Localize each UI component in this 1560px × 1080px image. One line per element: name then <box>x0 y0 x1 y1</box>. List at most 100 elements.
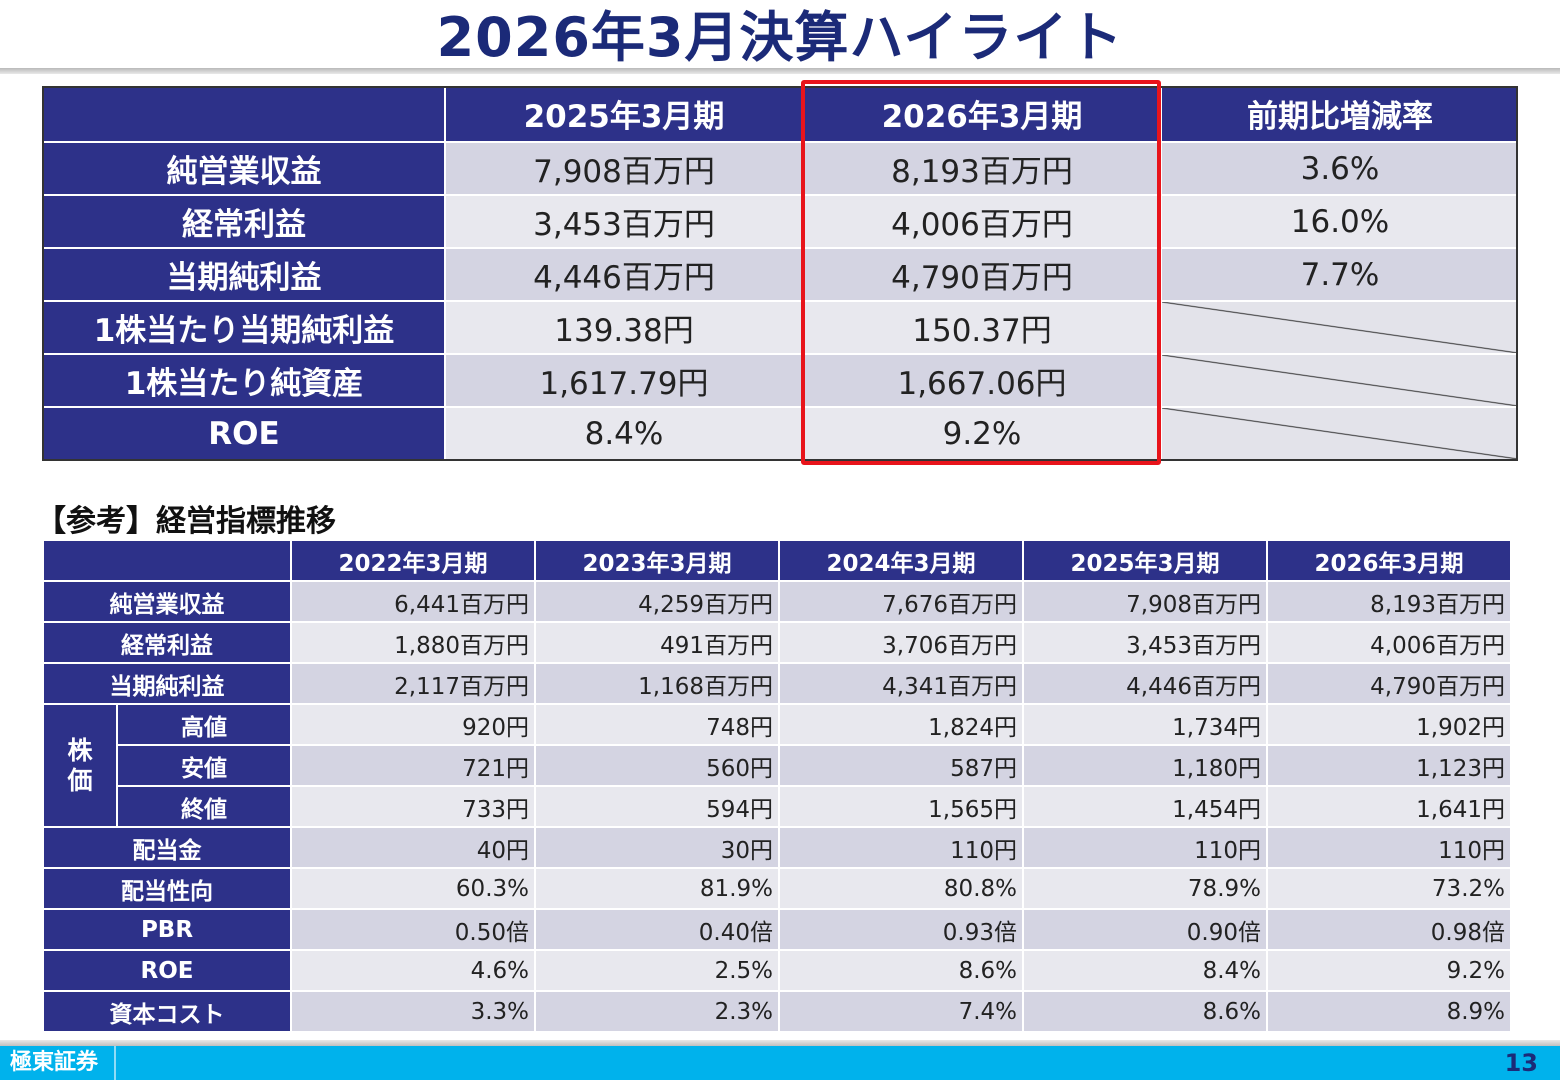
reference-cell: 920円 <box>290 703 536 746</box>
page-title: 2026年3月決算ハイライト <box>436 6 1124 69</box>
reference-header-blank <box>42 539 292 582</box>
reference-cell: 0.93倍 <box>778 908 1024 951</box>
reference-cell: 1,641円 <box>1266 785 1512 828</box>
highlight-row-label: 当期純利益 <box>42 247 446 302</box>
reference-cell: 1,565円 <box>778 785 1024 828</box>
highlight-prev-value: 139.38円 <box>444 300 804 355</box>
reference-heading: 【参考】経営指標推移 <box>36 504 336 539</box>
highlight-header-row: 2025年3月期 2026年3月期 前期比増減率 <box>42 86 1520 143</box>
reference-cell: 2,117百万円 <box>290 662 536 705</box>
reference-cell: 4,790百万円 <box>1266 662 1512 705</box>
highlight-row: 1株当たり当期純利益 139.38円 150.37円 <box>42 300 1520 355</box>
highlight-row: 経常利益 3,453百万円 4,006百万円 16.0% <box>42 194 1520 249</box>
reference-cell: 3,453百万円 <box>1022 621 1268 664</box>
highlight-row-label: 純営業収益 <box>42 141 446 196</box>
reference-cell: 1,880百万円 <box>290 621 536 664</box>
reference-cell: 4,341百万円 <box>778 662 1024 705</box>
page-number: 13 <box>1504 1049 1538 1077</box>
reference-row: ROE 4.6% 2.5% 8.6% 8.4% 9.2% <box>42 949 1512 992</box>
reference-cell: 4,259百万円 <box>534 580 780 623</box>
highlight-change-empty-slash <box>1160 406 1520 461</box>
highlight-row: 当期純利益 4,446百万円 4,790百万円 7.7% <box>42 247 1520 302</box>
reference-cell: 1,123円 <box>1266 744 1512 787</box>
reference-row: 経常利益 1,880百万円 491百万円 3,706百万円 3,453百万円 4… <box>42 621 1512 664</box>
reference-cell: 1,824円 <box>778 703 1024 746</box>
reference-cell: 40円 <box>290 826 536 869</box>
highlight-table: 2025年3月期 2026年3月期 前期比増減率 純営業収益 7,908百万円 … <box>42 86 1520 461</box>
reference-cell: 2.3% <box>534 990 780 1033</box>
highlight-prev-value: 3,453百万円 <box>444 194 804 249</box>
highlight-row-label: 経常利益 <box>42 194 446 249</box>
stock-price-label: 株価 <box>67 735 93 795</box>
highlight-curr-value: 4,006百万円 <box>802 194 1162 249</box>
reference-cell: 0.98倍 <box>1266 908 1512 951</box>
reference-cell: 80.8% <box>778 867 1024 910</box>
reference-cell: 1,734円 <box>1022 703 1268 746</box>
highlight-prev-value: 7,908百万円 <box>444 141 804 196</box>
stock-price-group-label: 株価 <box>42 703 118 828</box>
reference-row-label: 当期純利益 <box>42 662 292 705</box>
highlight-change-value: 3.6% <box>1160 141 1520 196</box>
highlight-change-value: 7.7% <box>1160 247 1520 302</box>
reference-cell: 0.40倍 <box>534 908 780 951</box>
title-divider <box>0 68 1560 74</box>
reference-cell: 8.9% <box>1266 990 1512 1033</box>
reference-row-label: PBR <box>42 908 292 951</box>
reference-row: 資本コスト 3.3% 2.3% 7.4% 8.6% 8.9% <box>42 990 1512 1033</box>
reference-cell: 7.4% <box>778 990 1024 1033</box>
highlight-header-blank <box>42 86 446 143</box>
footer-shadow <box>0 1040 1560 1046</box>
reference-row: PBR 0.50倍 0.40倍 0.93倍 0.90倍 0.98倍 <box>42 908 1512 951</box>
highlight-row: ROE 8.4% 9.2% <box>42 406 1520 461</box>
reference-cell: 7,908百万円 <box>1022 580 1268 623</box>
footer-bar: 極東証券 13 <box>0 1046 1560 1080</box>
reference-row: 安値 721円 560円 587円 1,180円 1,123円 <box>43 744 1512 787</box>
highlight-curr-value: 8,193百万円 <box>802 141 1162 196</box>
reference-cell: 733円 <box>290 785 536 828</box>
reference-row: 純営業収益 6,441百万円 4,259百万円 7,676百万円 7,908百万… <box>42 580 1512 623</box>
highlight-header-change: 前期比増減率 <box>1160 86 1520 143</box>
highlight-row-label: 1株当たり当期純利益 <box>42 300 446 355</box>
reference-cell: 1,454円 <box>1022 785 1268 828</box>
reference-cell: 1,168百万円 <box>534 662 780 705</box>
highlight-curr-value: 4,790百万円 <box>802 247 1162 302</box>
reference-year-header: 2023年3月期 <box>534 539 780 582</box>
highlight-curr-value: 1,667.06円 <box>802 353 1162 408</box>
reference-cell: 9.2% <box>1266 949 1512 992</box>
reference-row-label: 終値 <box>116 785 292 828</box>
highlight-row: 純営業収益 7,908百万円 8,193百万円 3.6% <box>42 141 1520 196</box>
reference-year-header: 2026年3月期 <box>1266 539 1512 582</box>
reference-cell: 748円 <box>534 703 780 746</box>
reference-cell: 110円 <box>1266 826 1512 869</box>
reference-row-label: 配当金 <box>42 826 292 869</box>
reference-year-header: 2022年3月期 <box>290 539 536 582</box>
reference-cell: 81.9% <box>534 867 780 910</box>
company-logo-text: 極東証券 <box>0 1046 116 1080</box>
reference-cell: 7,676百万円 <box>778 580 1024 623</box>
reference-cell: 73.2% <box>1266 867 1512 910</box>
reference-row-label: 安値 <box>116 744 292 787</box>
reference-cell: 2.5% <box>534 949 780 992</box>
reference-row-label: ROE <box>42 949 292 992</box>
reference-cell: 78.9% <box>1022 867 1268 910</box>
highlight-prev-value: 1,617.79円 <box>444 353 804 408</box>
highlight-header-prev: 2025年3月期 <box>444 86 804 143</box>
highlight-change-empty-slash <box>1160 353 1520 408</box>
reference-cell: 60.3% <box>290 867 536 910</box>
highlight-prev-value: 4,446百万円 <box>444 247 804 302</box>
reference-year-header: 2024年3月期 <box>778 539 1024 582</box>
reference-table: 2022年3月期 2023年3月期 2024年3月期 2025年3月期 2026… <box>42 539 1512 1033</box>
reference-row: 当期純利益 2,117百万円 1,168百万円 4,341百万円 4,446百万… <box>42 662 1512 705</box>
reference-cell: 8,193百万円 <box>1266 580 1512 623</box>
reference-row: 配当金 40円 30円 110円 110円 110円 <box>42 826 1512 869</box>
reference-cell: 560円 <box>534 744 780 787</box>
reference-row-label: 経常利益 <box>42 621 292 664</box>
reference-row-label: 資本コスト <box>42 990 292 1033</box>
reference-cell: 4.6% <box>290 949 536 992</box>
reference-cell: 721円 <box>290 744 536 787</box>
reference-cell: 491百万円 <box>534 621 780 664</box>
reference-header-row: 2022年3月期 2023年3月期 2024年3月期 2025年3月期 2026… <box>42 539 1512 582</box>
highlight-change-empty-slash <box>1160 300 1520 355</box>
highlight-change-value: 16.0% <box>1160 194 1520 249</box>
reference-year-header: 2025年3月期 <box>1022 539 1268 582</box>
